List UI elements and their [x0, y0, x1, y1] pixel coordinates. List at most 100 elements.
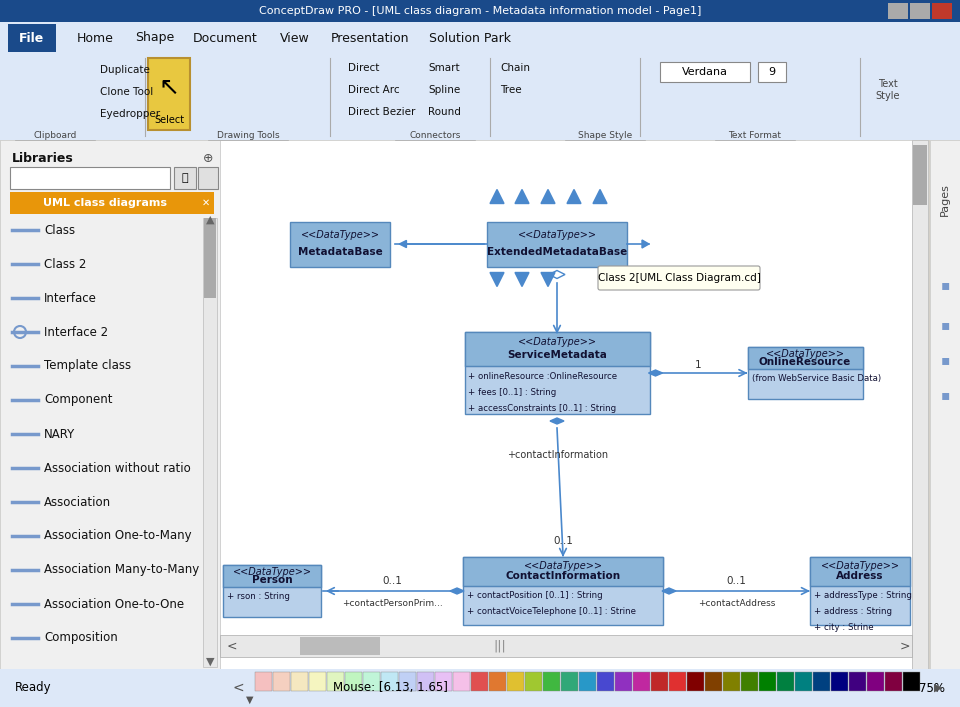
Bar	[660, 62, 750, 82]
Text: Composition: Composition	[44, 631, 118, 645]
Bar	[381, 672, 398, 691]
Text: ConceptDraw PRO - [UML class diagram - Metadata information model - Page1]: ConceptDraw PRO - [UML class diagram - M…	[259, 6, 701, 16]
Text: <<DataType>>: <<DataType>>	[517, 337, 596, 347]
Text: ↖: ↖	[158, 76, 180, 100]
Bar	[10, 167, 170, 189]
Bar	[273, 672, 290, 691]
Bar	[888, 3, 908, 19]
Text: Association: Association	[44, 496, 111, 508]
Text: Chain: Chain	[500, 63, 530, 73]
Text: <<DataType>>: <<DataType>>	[765, 349, 845, 358]
Text: 9: 9	[768, 67, 776, 77]
Text: Interface 2: Interface 2	[44, 325, 108, 339]
Text: + fees [0..1] : String: + fees [0..1] : String	[468, 388, 557, 397]
Bar	[309, 672, 326, 691]
Bar	[849, 672, 866, 691]
Text: ▶: ▶	[934, 683, 943, 693]
Text: Class 2: Class 2	[44, 257, 86, 271]
Bar	[204, 218, 216, 298]
Bar	[932, 3, 952, 19]
Bar	[198, 192, 214, 214]
Polygon shape	[450, 588, 464, 594]
Text: ExtendedMetadataBase: ExtendedMetadataBase	[487, 247, 627, 257]
Text: + accessConstraints [0..1] : String: + accessConstraints [0..1] : String	[468, 404, 616, 413]
Text: Solution Park: Solution Park	[429, 32, 511, 45]
Polygon shape	[549, 271, 565, 279]
Text: 0..1: 0..1	[382, 576, 402, 586]
Bar	[687, 672, 704, 691]
Bar	[0, 54, 960, 140]
Bar	[463, 557, 663, 585]
Polygon shape	[567, 189, 581, 204]
Bar	[290, 221, 390, 267]
Text: OnlineResource: OnlineResource	[758, 357, 852, 367]
Text: Round: Round	[428, 107, 461, 117]
Text: Select: Select	[154, 115, 184, 125]
Text: Spline: Spline	[428, 85, 460, 95]
Text: Drawing Tools: Drawing Tools	[217, 132, 279, 141]
Bar	[489, 672, 506, 691]
Text: Clipboard: Clipboard	[34, 132, 77, 141]
Text: Association without ratio: Association without ratio	[44, 462, 191, 474]
Text: Association One-to-One: Association One-to-One	[44, 597, 184, 611]
Bar	[345, 672, 362, 691]
Bar	[291, 672, 308, 691]
Bar	[795, 672, 812, 691]
Text: ContactInformation: ContactInformation	[505, 571, 620, 581]
Bar	[10, 192, 208, 214]
Text: +contactInformation: +contactInformation	[508, 450, 609, 460]
Bar	[0, 669, 960, 707]
Bar	[417, 672, 434, 691]
Text: Smart: Smart	[428, 63, 460, 73]
Polygon shape	[662, 588, 676, 594]
Polygon shape	[515, 189, 529, 204]
Text: <<DataType>>: <<DataType>>	[300, 230, 379, 240]
Text: Association Many-to-Many: Association Many-to-Many	[44, 563, 200, 576]
Bar	[903, 672, 920, 691]
Bar	[465, 332, 650, 366]
Bar	[543, 672, 560, 691]
Text: File: File	[19, 32, 44, 45]
Text: + city : Strine: + city : Strine	[814, 623, 874, 632]
Text: Address: Address	[836, 571, 884, 581]
Text: <: <	[232, 681, 244, 695]
Bar	[723, 672, 740, 691]
Bar	[561, 672, 578, 691]
Bar	[759, 672, 776, 691]
Text: Direct Bezier: Direct Bezier	[348, 107, 416, 117]
Bar	[748, 347, 862, 369]
Bar	[741, 672, 758, 691]
Bar	[363, 672, 380, 691]
Polygon shape	[593, 189, 607, 204]
Text: 0..1: 0..1	[553, 536, 573, 546]
Text: Duplicate: Duplicate	[100, 65, 150, 75]
Text: Clone Tool: Clone Tool	[100, 87, 154, 97]
Bar	[633, 672, 650, 691]
Text: Verdana: Verdana	[682, 67, 728, 77]
Text: <<DataType>>: <<DataType>>	[517, 230, 596, 240]
Text: Tree: Tree	[500, 85, 521, 95]
Text: 75%: 75%	[919, 682, 945, 694]
Text: + rson : String: + rson : String	[227, 592, 290, 602]
Bar	[0, 22, 960, 54]
Bar	[912, 140, 928, 669]
Polygon shape	[642, 240, 649, 248]
Bar	[777, 672, 794, 691]
Bar	[327, 672, 344, 691]
Text: Mouse: [6.13, 1.65]: Mouse: [6.13, 1.65]	[332, 682, 447, 694]
Bar	[487, 221, 627, 267]
Bar	[220, 635, 912, 657]
Text: ▪: ▪	[940, 388, 949, 402]
Bar	[831, 672, 848, 691]
Text: ⊕: ⊕	[203, 151, 213, 165]
Bar	[0, 140, 220, 669]
Bar	[615, 672, 632, 691]
Text: Text Format: Text Format	[729, 132, 781, 141]
Bar	[453, 672, 470, 691]
Bar	[913, 145, 927, 205]
Text: Shape Style: Shape Style	[578, 132, 632, 141]
Text: Text
Style: Text Style	[876, 79, 900, 101]
Bar	[220, 140, 912, 669]
Text: MetadataBase: MetadataBase	[298, 247, 382, 257]
Text: Class: Class	[44, 223, 75, 237]
